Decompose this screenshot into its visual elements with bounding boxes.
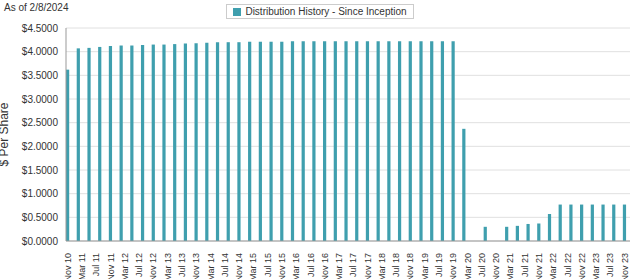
svg-text:Mar 18: Mar 18 <box>377 253 387 279</box>
svg-text:$2.0000: $2.0000 <box>22 141 59 152</box>
svg-text:Mar 16: Mar 16 <box>291 253 301 279</box>
svg-text:Mar 17: Mar 17 <box>334 253 344 279</box>
svg-text:$4.5000: $4.5000 <box>22 23 59 34</box>
svg-text:Jul 23: Jul 23 <box>605 253 615 277</box>
svg-text:Nov 17: Nov 17 <box>363 253 373 279</box>
svg-text:Jul 14: Jul 14 <box>220 253 230 277</box>
svg-text:Nov 18: Nov 18 <box>405 253 415 279</box>
svg-text:$4.0000: $4.0000 <box>22 46 59 57</box>
svg-text:Mar 12: Mar 12 <box>120 253 130 279</box>
svg-text:Nov 23: Nov 23 <box>620 253 630 279</box>
svg-text:$2.5000: $2.5000 <box>22 117 59 128</box>
svg-text:Jul 21: Jul 21 <box>520 253 530 277</box>
svg-text:Nov 20: Nov 20 <box>491 253 501 279</box>
svg-text:Mar 11: Mar 11 <box>77 253 87 279</box>
svg-text:Nov 10: Nov 10 <box>63 253 73 279</box>
svg-text:Mar 15: Mar 15 <box>248 253 258 279</box>
svg-text:Mar 22: Mar 22 <box>548 253 558 279</box>
svg-text:Jul 12: Jul 12 <box>134 253 144 277</box>
svg-text:Nov 11: Nov 11 <box>106 253 116 279</box>
svg-text:Jul 19: Jul 19 <box>434 253 444 277</box>
svg-text:Jul 13: Jul 13 <box>177 253 187 277</box>
svg-text:Mar 14: Mar 14 <box>206 253 216 279</box>
svg-text:Jul 22: Jul 22 <box>563 253 573 277</box>
svg-text:$3.0000: $3.0000 <box>22 94 59 105</box>
svg-text:Nov 19: Nov 19 <box>448 253 458 279</box>
svg-text:Nov 15: Nov 15 <box>277 253 287 279</box>
svg-text:$1.0000: $1.0000 <box>22 188 59 199</box>
svg-text:$0.5000: $0.5000 <box>22 212 59 223</box>
svg-text:Nov 16: Nov 16 <box>320 253 330 279</box>
svg-text:Jul 17: Jul 17 <box>348 253 358 277</box>
svg-text:Jul 20: Jul 20 <box>477 253 487 277</box>
svg-text:Jul 11: Jul 11 <box>91 253 101 276</box>
svg-text:Jul 18: Jul 18 <box>391 253 401 277</box>
svg-text:Jul 16: Jul 16 <box>306 253 316 277</box>
svg-text:$1.5000: $1.5000 <box>22 165 59 176</box>
html-text:As of 2/8/2024: As of 2/8/2024 <box>4 2 69 13</box>
svg-text:Mar 19: Mar 19 <box>420 253 430 279</box>
svg-text:Mar 21: Mar 21 <box>505 253 515 279</box>
svg-text:Nov 21: Nov 21 <box>534 253 544 279</box>
svg-text:Nov 22: Nov 22 <box>577 253 587 279</box>
svg-text:Mar 13: Mar 13 <box>163 253 173 279</box>
html-text:Distribution History - Since I: Distribution History - Since Inception <box>245 6 407 17</box>
svg-text:Nov 13: Nov 13 <box>191 253 201 279</box>
svg-text:$0.0000: $0.0000 <box>22 236 59 247</box>
svg-text:Mar 23: Mar 23 <box>591 253 601 279</box>
svg-text:Mar 20: Mar 20 <box>463 253 473 279</box>
svg-text:Nov 14: Nov 14 <box>234 253 244 279</box>
svg-text:Jul 15: Jul 15 <box>263 253 273 277</box>
svg-text:$3.5000: $3.5000 <box>22 70 59 81</box>
svg-text:$ Per Share: $ Per Share <box>8 102 11 166</box>
svg-text:Nov 12: Nov 12 <box>148 253 158 279</box>
